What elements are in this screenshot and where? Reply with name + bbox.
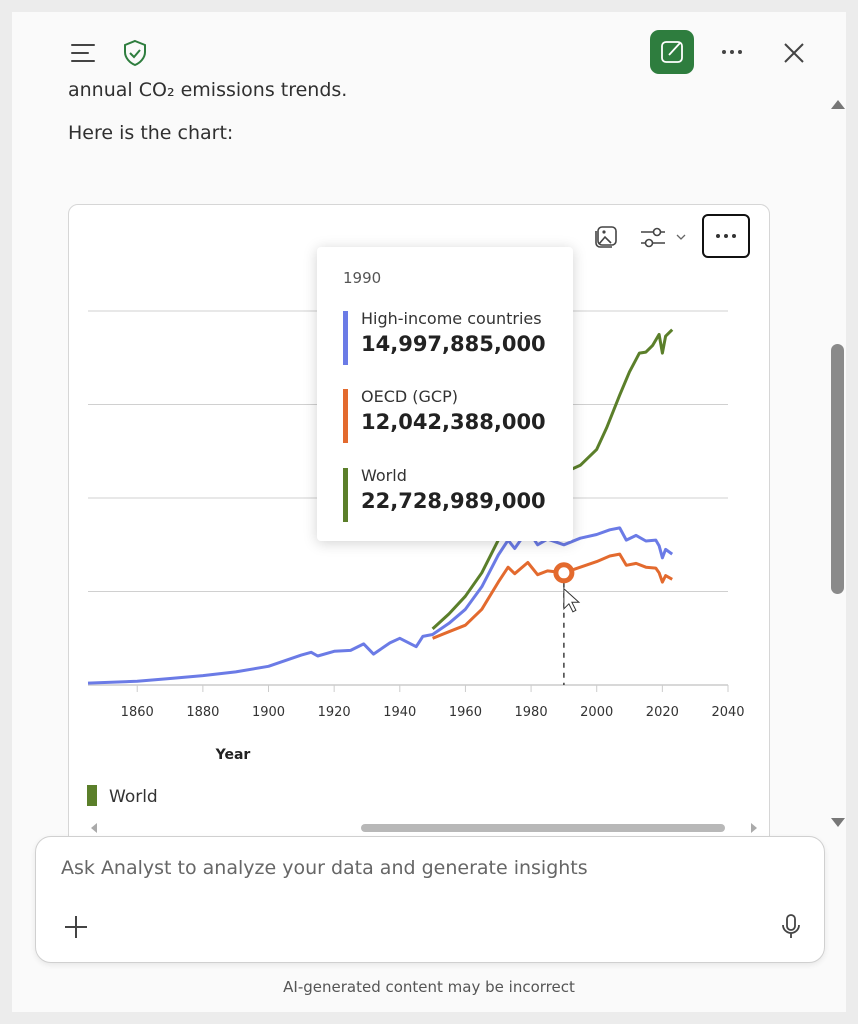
more-icon — [722, 50, 742, 54]
scroll-up-arrow[interactable] — [831, 100, 845, 109]
chat-input[interactable]: Ask Analyst to analyze your data and gen… — [61, 857, 588, 879]
chart-card: 1860 1880 1900 1920 1940 1960 1980 2000 2020 2040… — [68, 204, 770, 864]
add-attachment-button[interactable] — [64, 915, 88, 943]
compose-icon — [661, 41, 683, 63]
mouse-cursor-icon — [563, 587, 581, 613]
series-line-high-income-countries — [87, 526, 674, 685]
scroll-left-arrow[interactable] — [91, 823, 97, 833]
response-text-intro: Here is the chart: — [68, 122, 234, 144]
close-button[interactable] — [782, 41, 806, 69]
tooltip-year: 1990 — [343, 269, 382, 287]
series-line-oecd-gcp- — [432, 552, 673, 640]
scroll-right-arrow[interactable] — [751, 823, 757, 833]
scroll-down-arrow[interactable] — [831, 818, 845, 827]
x-tick-label: 1920 — [318, 705, 351, 720]
export-image-button[interactable] — [593, 224, 619, 254]
series-color-swatch — [343, 468, 348, 522]
hamburger-icon — [71, 44, 95, 62]
tooltip-item-high-income: High-income countries 14,997,885,000 — [343, 309, 546, 365]
tooltip-item-world: World 22,728,989,000 — [343, 466, 546, 522]
chart-settings-button[interactable] — [639, 223, 691, 255]
tooltip-series-value: 14,997,885,000 — [361, 332, 546, 356]
chart-more-button[interactable] — [702, 214, 750, 258]
menu-button[interactable] — [70, 42, 98, 68]
x-tick-label: 2040 — [711, 705, 744, 720]
disclaimer: AI-generated content may be incorrect — [283, 978, 575, 996]
legend-label-world[interactable]: World — [109, 787, 158, 807]
more-icon — [716, 234, 736, 238]
legend-swatch-world — [87, 785, 97, 806]
x-tick-label: 1880 — [186, 705, 219, 720]
tooltip-series-value: 22,728,989,000 — [361, 489, 546, 513]
hover-point-marker — [553, 562, 575, 584]
x-axis-title: Year — [215, 747, 251, 763]
chart-tooltip: 1990 High-income countries 14,997,885,00… — [317, 247, 573, 541]
x-tick-label: 1860 — [121, 705, 154, 720]
tooltip-series-value: 12,042,388,000 — [361, 410, 546, 434]
x-tick-label: 1960 — [449, 705, 482, 720]
new-chat-button[interactable] — [650, 30, 694, 74]
microphone-icon — [782, 914, 800, 938]
vertical-scrollbar-thumb[interactable] — [831, 344, 844, 594]
more-options-button[interactable] — [718, 42, 746, 66]
analyst-panel: annual CO₂ emissions trends. Here is the… — [12, 12, 846, 1012]
chat-input-box[interactable]: Ask Analyst to analyze your data and gen… — [35, 836, 825, 963]
shield-status[interactable] — [122, 39, 148, 71]
x-tick-label: 2000 — [580, 705, 613, 720]
image-icon — [595, 226, 617, 248]
shield-check-icon — [124, 39, 146, 67]
horizontal-scrollbar-thumb[interactable] — [361, 824, 725, 832]
series-color-swatch — [343, 311, 348, 365]
x-tick-label: 2020 — [646, 705, 679, 720]
sliders-icon — [641, 227, 686, 248]
tooltip-series-name: OECD (GCP) — [361, 387, 458, 406]
series-color-swatch — [343, 389, 348, 443]
microphone-button[interactable] — [780, 913, 802, 945]
line-chart[interactable]: 1860 1880 1900 1920 1940 1960 1980 2000 2020 2040… — [69, 205, 770, 864]
series-line-world — [431, 328, 674, 631]
close-icon — [784, 43, 804, 63]
vertical-scrollbar[interactable] — [828, 94, 846, 834]
response-text-partial: annual CO₂ emissions trends. — [68, 82, 348, 101]
tooltip-series-name: High-income countries — [361, 309, 542, 328]
x-tick-label: 1980 — [515, 705, 548, 720]
x-tick-label: 1940 — [383, 705, 416, 720]
tooltip-item-oecd: OECD (GCP) 12,042,388,000 — [343, 387, 546, 443]
tooltip-series-name: World — [361, 466, 407, 485]
x-tick-label: 1900 — [252, 705, 285, 720]
plus-icon — [65, 916, 87, 938]
